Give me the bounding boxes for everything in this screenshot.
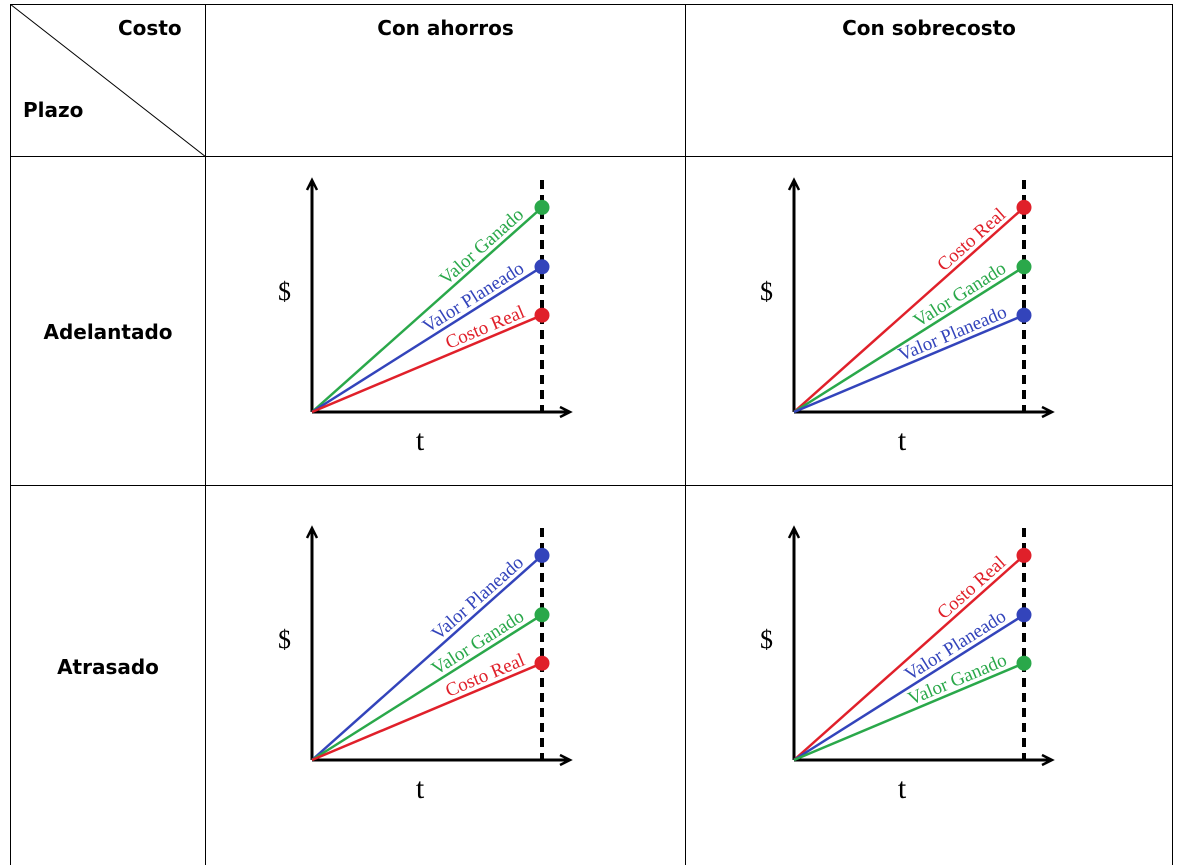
row-label-adelantado: Adelantado bbox=[43, 320, 173, 344]
y-axis-label: $ bbox=[278, 625, 291, 654]
x-axis-label: t bbox=[898, 424, 907, 457]
corner-top-label: Costo bbox=[118, 16, 182, 40]
series-point-valor-planeado bbox=[534, 259, 550, 275]
table-border-col2 bbox=[685, 4, 686, 865]
series-point-valor-ganado bbox=[534, 607, 550, 623]
series-point-valor-ganado bbox=[534, 199, 550, 215]
series-point-valor-ganado bbox=[1016, 655, 1032, 671]
x-axis-label: t bbox=[898, 772, 907, 805]
series-line-valor-planeado bbox=[311, 265, 543, 414]
y-axis-label: $ bbox=[278, 277, 291, 306]
table-border-header-bottom bbox=[10, 156, 1172, 157]
x-axis-label: t bbox=[416, 424, 425, 457]
x-axis-arrow bbox=[1041, 405, 1055, 419]
column-header-con-ahorros: Con ahorros bbox=[377, 16, 514, 40]
table-border-row1-bottom bbox=[10, 485, 1172, 486]
table-border-col1 bbox=[205, 4, 206, 865]
series-line-costo-real bbox=[793, 206, 1025, 413]
series-point-valor-planeado bbox=[1016, 607, 1032, 623]
table-border-right bbox=[1172, 4, 1173, 865]
y-axis-label: $ bbox=[760, 625, 773, 654]
column-header-con-sobrecosto: Con sobrecosto bbox=[842, 16, 1016, 40]
series-point-costo-real bbox=[534, 307, 550, 323]
series-line-costo-real bbox=[311, 314, 543, 414]
x-axis-label: t bbox=[416, 772, 425, 805]
y-axis-arrow bbox=[305, 177, 319, 191]
series-line-valor-planeado bbox=[311, 554, 543, 761]
y-axis-arrow bbox=[787, 525, 801, 539]
table-border-left bbox=[10, 4, 11, 865]
row-label-atrasado: Atrasado bbox=[57, 655, 159, 679]
corner-diagonal bbox=[10, 4, 206, 157]
series-line-valor-ganado bbox=[311, 613, 543, 762]
series-line-valor-ganado bbox=[793, 662, 1025, 762]
series-point-valor-ganado bbox=[1016, 259, 1032, 275]
x-axis-arrow bbox=[1041, 753, 1055, 767]
x-axis-arrow bbox=[559, 753, 573, 767]
corner-bottom-label: Plazo bbox=[23, 98, 84, 122]
series-line-costo-real bbox=[311, 662, 543, 762]
series-line-valor-planeado bbox=[793, 613, 1025, 762]
y-axis-arrow bbox=[787, 177, 801, 191]
y-axis-label: $ bbox=[760, 277, 773, 306]
series-point-valor-planeado bbox=[534, 547, 550, 563]
series-point-costo-real bbox=[1016, 199, 1032, 215]
series-line-valor-planeado bbox=[793, 314, 1025, 414]
series-point-valor-planeado bbox=[1016, 307, 1032, 323]
series-point-costo-real bbox=[534, 655, 550, 671]
y-axis-arrow bbox=[305, 525, 319, 539]
table-border-top bbox=[10, 4, 1172, 5]
series-line-valor-ganado bbox=[793, 265, 1025, 414]
x-axis-arrow bbox=[559, 405, 573, 419]
series-line-costo-real bbox=[793, 554, 1025, 761]
series-point-costo-real bbox=[1016, 547, 1032, 563]
series-line-valor-ganado bbox=[311, 206, 543, 413]
